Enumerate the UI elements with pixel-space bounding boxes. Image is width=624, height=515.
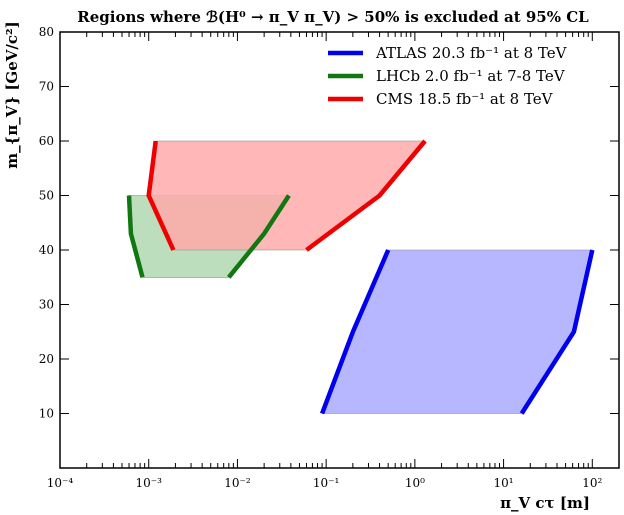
x-tick-label: 10⁻⁴ — [47, 476, 74, 490]
plot-frame — [59, 31, 620, 469]
y-tick-label: 80 — [39, 25, 54, 39]
chart-title: Regions where ℬ(H⁰ → π_V π_V) > 50% is e… — [77, 8, 589, 26]
y-tick-label: 30 — [39, 298, 54, 312]
boundary-right-edge-2 — [305, 139, 427, 252]
y-axis-label: m_{π_V} [GeV/c²] — [3, 21, 21, 168]
x-tick-label: 10⁻² — [224, 476, 251, 490]
legend-label: ATLAS 20.3 fb⁻¹ at 8 TeV — [375, 44, 568, 62]
y-tick-label: 10 — [39, 407, 54, 421]
x-tick-label: 10¹ — [494, 476, 514, 490]
region-fill-0 — [321, 249, 593, 414]
legend-label: LHCb 2.0 fb⁻¹ at 7-8 TeV — [376, 67, 566, 85]
x-tick-label: 10⁻¹ — [313, 476, 339, 490]
x-tick-label: 10² — [582, 476, 602, 490]
y-tick-label: 50 — [39, 189, 54, 203]
boundary-left-edge-0 — [319, 249, 391, 415]
region-fills — [128, 140, 593, 414]
legend-label: CMS 18.5 fb⁻¹ at 8 TeV — [376, 90, 554, 108]
boundary-right-edge-0 — [519, 249, 595, 415]
x-tick-label: 10⁰ — [405, 476, 425, 490]
boundary-left-edge-2 — [146, 140, 176, 251]
boundary-right-edge-1 — [227, 194, 291, 279]
y-tick-label: 60 — [39, 134, 54, 148]
y-tick-label: 70 — [39, 80, 54, 94]
x-axis-label: π_V cτ [m] — [500, 494, 590, 512]
y-tick-label: 40 — [39, 243, 54, 257]
region-boundaries — [126, 139, 595, 415]
legend: ATLAS 20.3 fb⁻¹ at 8 TeV LHCb 2.0 fb⁻¹ at… — [328, 44, 568, 108]
x-tick-label: 10⁻³ — [136, 476, 163, 490]
y-tick-label: 20 — [39, 352, 54, 366]
tick-labels: 10⁻⁴ 10⁻³ 10⁻² 10⁻¹ 10⁰ 10¹ 10² 10 20 30 40 50 60 70 8… — [39, 25, 603, 490]
boundary-left-edge-1 — [126, 195, 145, 278]
